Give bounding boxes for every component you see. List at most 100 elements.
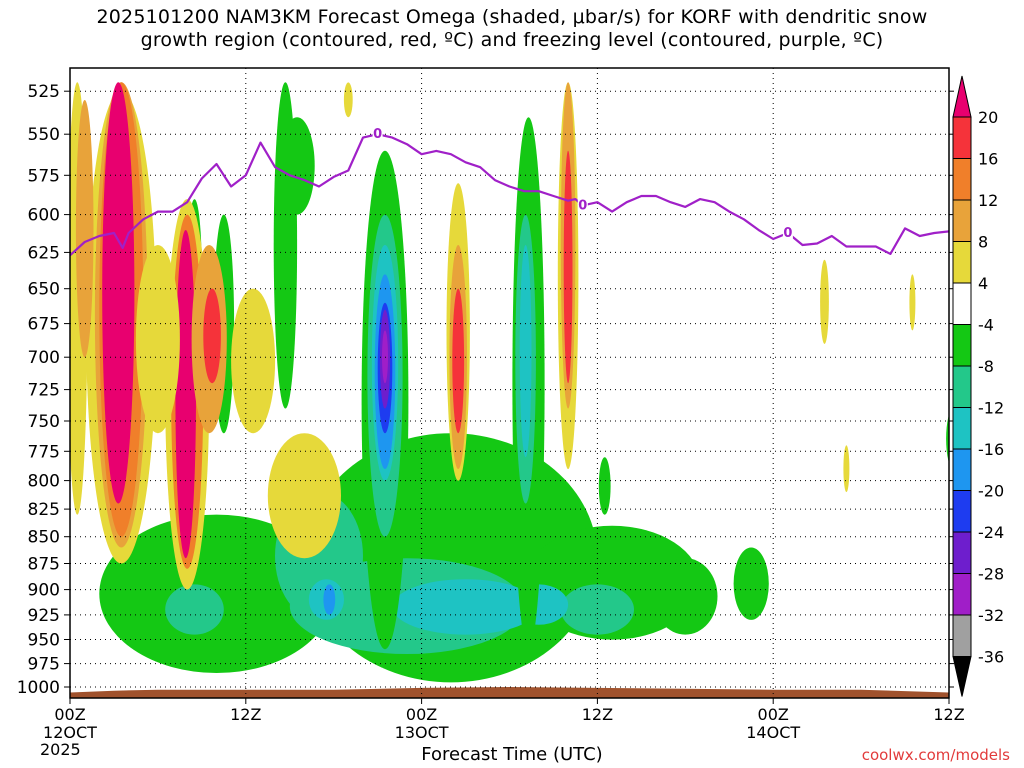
x-tick-label: 00Z: [54, 705, 85, 724]
colorbar-label: 12: [978, 191, 998, 210]
chart-title: 2025101200 NAM3KM Forecast Omega (shaded…: [0, 6, 1024, 52]
freezing-level-line: [70, 133, 949, 257]
omega-shade-region: [563, 150, 573, 384]
x-tick-label: 00Z: [758, 705, 789, 724]
y-tick-label: 750: [28, 412, 60, 432]
omega-shade-region: [267, 433, 341, 559]
colorbar-segment: [952, 531, 972, 574]
omega-shade-region: [75, 100, 94, 358]
colorbar-label: 16: [978, 150, 998, 169]
omega-shade-region: [175, 230, 196, 559]
omega-shade-region: [135, 245, 180, 434]
colorbar-segment: [952, 407, 972, 450]
freezing-label-bg: [372, 126, 383, 141]
colorbar-segment: [952, 365, 972, 408]
y-tick-label: 600: [28, 206, 60, 226]
y-tick-label: 925: [28, 606, 60, 626]
colorbar-segment: [952, 199, 972, 242]
colorbar-label: -8: [978, 357, 994, 376]
y-tick-label: 675: [28, 315, 60, 335]
omega-shade-region: [598, 457, 611, 515]
y-tick-label: 700: [28, 348, 60, 368]
colorbar-label: 20: [978, 108, 998, 127]
omega-shade-region: [733, 547, 769, 620]
y-tick-label: 575: [28, 166, 60, 186]
colorbar-segment: [952, 614, 972, 657]
freezing-level-contour: 0 0 0: [70, 126, 949, 257]
omega-shade-region: [560, 584, 635, 635]
omega-shade-region: [509, 584, 569, 625]
colorbar-segment: [952, 324, 972, 367]
surface-terrain-fill: [70, 687, 949, 698]
y-tick-label: 950: [28, 631, 60, 651]
freezing-label-bg: [782, 225, 793, 239]
colorbar-label: 4: [978, 274, 988, 293]
colorbar-label: -20: [978, 482, 1004, 501]
credit-link[interactable]: coolwx.com/models: [861, 746, 1010, 764]
omega-shading: [70, 82, 949, 683]
omega-shade-region: [323, 584, 336, 615]
colorbar: 20 16 12 8 4 -4 -8 -12 -16 -20 -24 -28 -32 -36: [952, 75, 1004, 697]
y-tick-label: 900: [28, 581, 60, 601]
omega-shade-region: [843, 445, 850, 493]
colorbar-segment: [952, 158, 972, 201]
omega-shade-region: [279, 117, 315, 215]
colorbar-label: -36: [978, 648, 1004, 667]
colorbar-label: -16: [978, 440, 1004, 459]
colorbar-label: -4: [978, 316, 994, 335]
y-tick-label: 1000: [17, 678, 60, 698]
y-tick-label: 625: [28, 243, 60, 263]
omega-shade-region: [102, 82, 135, 504]
freezing-label-bg: [577, 197, 588, 212]
omega-shade-region: [452, 288, 465, 434]
freezing-level-label: 0: [578, 198, 587, 213]
y-tick-label: 850: [28, 528, 60, 548]
colorbar-label: 8: [978, 233, 988, 252]
x-tick-label: 12Z: [582, 705, 613, 724]
omega-shade-region: [165, 584, 224, 635]
colorbar-label: -32: [978, 606, 1004, 625]
plot-frame: [69, 67, 950, 699]
colorbar-label: -24: [978, 523, 1004, 542]
y-tick-label: 550: [28, 125, 60, 145]
y-tick-label: 650: [28, 280, 60, 300]
omega-shade-region: [343, 82, 353, 118]
y-tick-label: 525: [28, 82, 60, 102]
colorbar-segment: [952, 448, 972, 491]
x-tick-label: 00Z: [406, 705, 437, 724]
y-tick-label: 800: [28, 472, 60, 492]
freezing-level-label: 0: [783, 226, 792, 241]
surface-terrain: [70, 687, 949, 698]
y-tick-label: 825: [28, 500, 60, 520]
chart-title-line2: growth region (contoured, red, ºC) and f…: [140, 29, 884, 51]
colorbar-segment: [952, 116, 972, 159]
omega-shade-region: [231, 288, 276, 434]
omega-shade-region: [203, 288, 221, 384]
colorbar-label: -28: [978, 565, 1004, 584]
colorbar-segment: [952, 490, 972, 533]
omega-shade-region: [392, 579, 539, 635]
y-tick-label: 775: [28, 442, 60, 462]
colorbar-segment: [952, 573, 972, 616]
x-tick-date-label: 13OCT: [395, 723, 449, 742]
x-tick-label: 12Z: [933, 705, 964, 724]
x-tick-label: 12Z: [230, 705, 261, 724]
freezing-level-label: 0: [373, 127, 382, 142]
x-tick-date-label: 12OCT: [43, 723, 97, 742]
colorbar-segment: [952, 282, 972, 325]
y-tick-label: 975: [28, 655, 60, 675]
omega-shade-region: [909, 274, 916, 331]
pressure-axis: 525 550 575 600 625 650 675 700 725 750 775 800 825 8…: [17, 82, 954, 698]
omega-shade-region: [653, 558, 718, 635]
omega-shade-region: [820, 259, 829, 344]
colorbar-bottom-arrow: [952, 656, 972, 697]
colorbar-top-arrow: [952, 75, 972, 118]
colorbar-label: -12: [978, 399, 1004, 418]
x-tick-year-label: 2025: [40, 740, 81, 759]
colorbar-segment: [952, 241, 972, 284]
y-tick-label: 725: [28, 381, 60, 401]
x-tick-date-label: 14OCT: [746, 723, 800, 742]
chart-title-line1: 2025101200 NAM3KM Forecast Omega (shaded…: [96, 6, 928, 28]
x-axis-label: Forecast Time (UTC): [421, 744, 603, 765]
